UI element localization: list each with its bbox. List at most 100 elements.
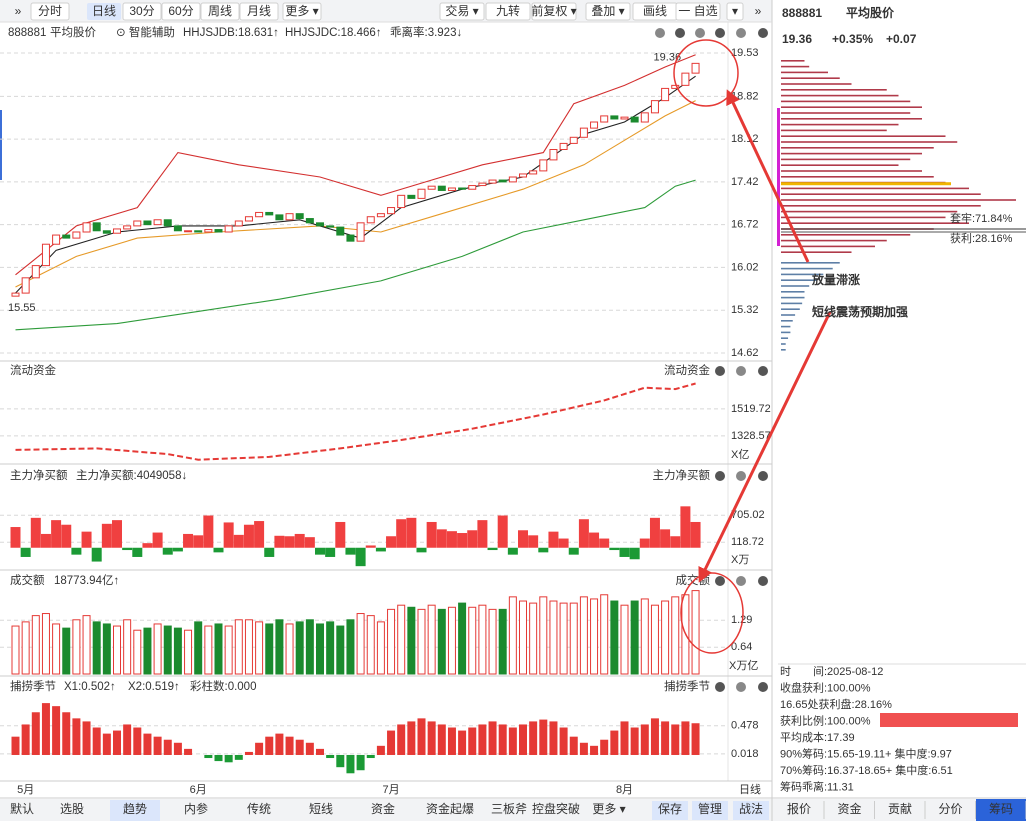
panel-icon[interactable] [715,28,725,38]
netbuy-bar [568,547,579,555]
volume-bar [488,608,497,675]
button[interactable] [585,2,631,21]
panel-icon[interactable] [715,682,725,692]
button[interactable] [200,2,240,21]
volume-bar [407,606,416,675]
panel-icon[interactable] [758,28,768,38]
toolbar-item[interactable]: 周线 [208,4,232,18]
netbuy-bar [446,531,457,548]
button[interactable] [652,801,688,820]
panel-icon[interactable] [715,366,725,376]
toolbar-item[interactable]: 更多 ▾ [285,4,318,18]
panel-icon[interactable] [715,576,725,586]
season-bar [326,754,335,759]
toolbar-item[interactable]: 月线 [247,4,271,18]
bottom-tab[interactable]: 选股 [60,802,84,816]
toolbar-item[interactable]: 画线 [643,4,667,18]
toolbar-item[interactable]: 前复权 ▾ [531,3,576,18]
netbuy-bar [122,547,133,551]
toolbar-item[interactable]: 30分 [129,4,154,18]
button[interactable] [122,2,162,21]
bottom-tab[interactable]: 更多 ▾ [592,802,625,816]
season-bar [498,724,507,755]
toolbar-item[interactable]: 叠加 ▾ [591,4,624,18]
netbuy-bar [142,543,153,548]
toolbar-item[interactable]: 60分 [168,4,193,18]
panel-icon[interactable] [736,366,746,376]
right-tab[interactable]: 筹码 [989,802,1013,816]
toolbar-item[interactable]: 九转 [496,3,520,18]
panel-icon[interactable] [758,682,768,692]
season-bar [204,754,213,759]
button[interactable] [282,2,322,21]
panel-icon[interactable] [758,576,768,586]
volume-bar [72,619,81,675]
chip-bar [781,147,934,149]
bottom-button[interactable]: 管理 [698,801,722,816]
price-label: 19.36 [654,51,682,63]
panel-icon[interactable] [715,471,725,481]
bottom-tab[interactable]: 资金起爆 [426,801,474,816]
bottom-tab[interactable]: 短线 [309,802,333,816]
right-tab[interactable]: 资金 [837,801,861,816]
button[interactable] [30,2,70,21]
panel-icon[interactable] [758,366,768,376]
panel-icon[interactable] [758,471,768,481]
toolbar-item[interactable]: ▾ [732,4,738,18]
volume-bar [305,619,314,675]
toolbar-item[interactable]: 一 自选 [678,4,717,18]
season-bar [275,733,284,755]
toolbar-item[interactable]: 交易 ▾ [445,3,478,18]
button[interactable] [675,2,721,21]
button[interactable] [733,801,769,820]
candle [305,218,314,224]
netbuy-bar [619,547,630,557]
bottom-tab[interactable]: 内参 [184,801,208,816]
bottom-button[interactable]: 保存 [658,802,682,816]
season-bar [133,727,142,755]
season-bar [11,736,20,755]
chip-bar [781,176,934,178]
toolbar-item[interactable]: » [15,4,22,18]
netbuy-bar [578,519,589,548]
button[interactable] [161,2,201,21]
netbuy-bar [203,515,214,548]
panel-icon[interactable] [655,28,665,38]
volume-bar [519,600,527,675]
y-tick-label: 0.018 [731,748,759,760]
panel-title: 流动资金 [10,363,56,377]
panel-icon[interactable] [736,28,746,38]
chip-bar [781,106,922,108]
panel-icon[interactable] [675,28,685,38]
bottom-tab[interactable]: 趋势 [123,802,147,816]
toolbar-item[interactable]: » [755,4,762,18]
toolbar-item[interactable]: 分时 [38,4,62,18]
button[interactable] [485,2,531,21]
button[interactable] [531,2,577,21]
chip-bar [781,123,899,126]
bottom-tab[interactable]: 控盘突破 [532,801,580,816]
panel-icon[interactable] [736,682,746,692]
bottom-tab[interactable]: 资金 [371,801,395,816]
bottom-tab[interactable]: 传统 [247,801,271,816]
button[interactable] [726,2,744,21]
panel-icon[interactable] [736,576,746,586]
button[interactable] [239,2,279,21]
bottom-tab[interactable]: 默认 [10,801,34,816]
right-tab[interactable]: 分价 [938,802,962,816]
chip-bar [781,239,887,242]
candle [346,234,355,242]
button[interactable] [692,801,728,820]
candle [255,211,264,218]
bottom-tab[interactable]: 三板斧 [491,802,527,816]
right-tab[interactable]: 贡献 [888,801,912,816]
chip-bar [781,245,875,248]
right-tab[interactable]: 报价 [787,801,811,816]
season-bar [508,727,517,755]
panel-icon[interactable] [736,471,746,481]
panel-icon[interactable] [695,28,705,38]
button[interactable] [439,2,485,21]
bottom-button[interactable]: 战法 [739,802,763,816]
toolbar-item[interactable]: 日线 [92,4,116,18]
